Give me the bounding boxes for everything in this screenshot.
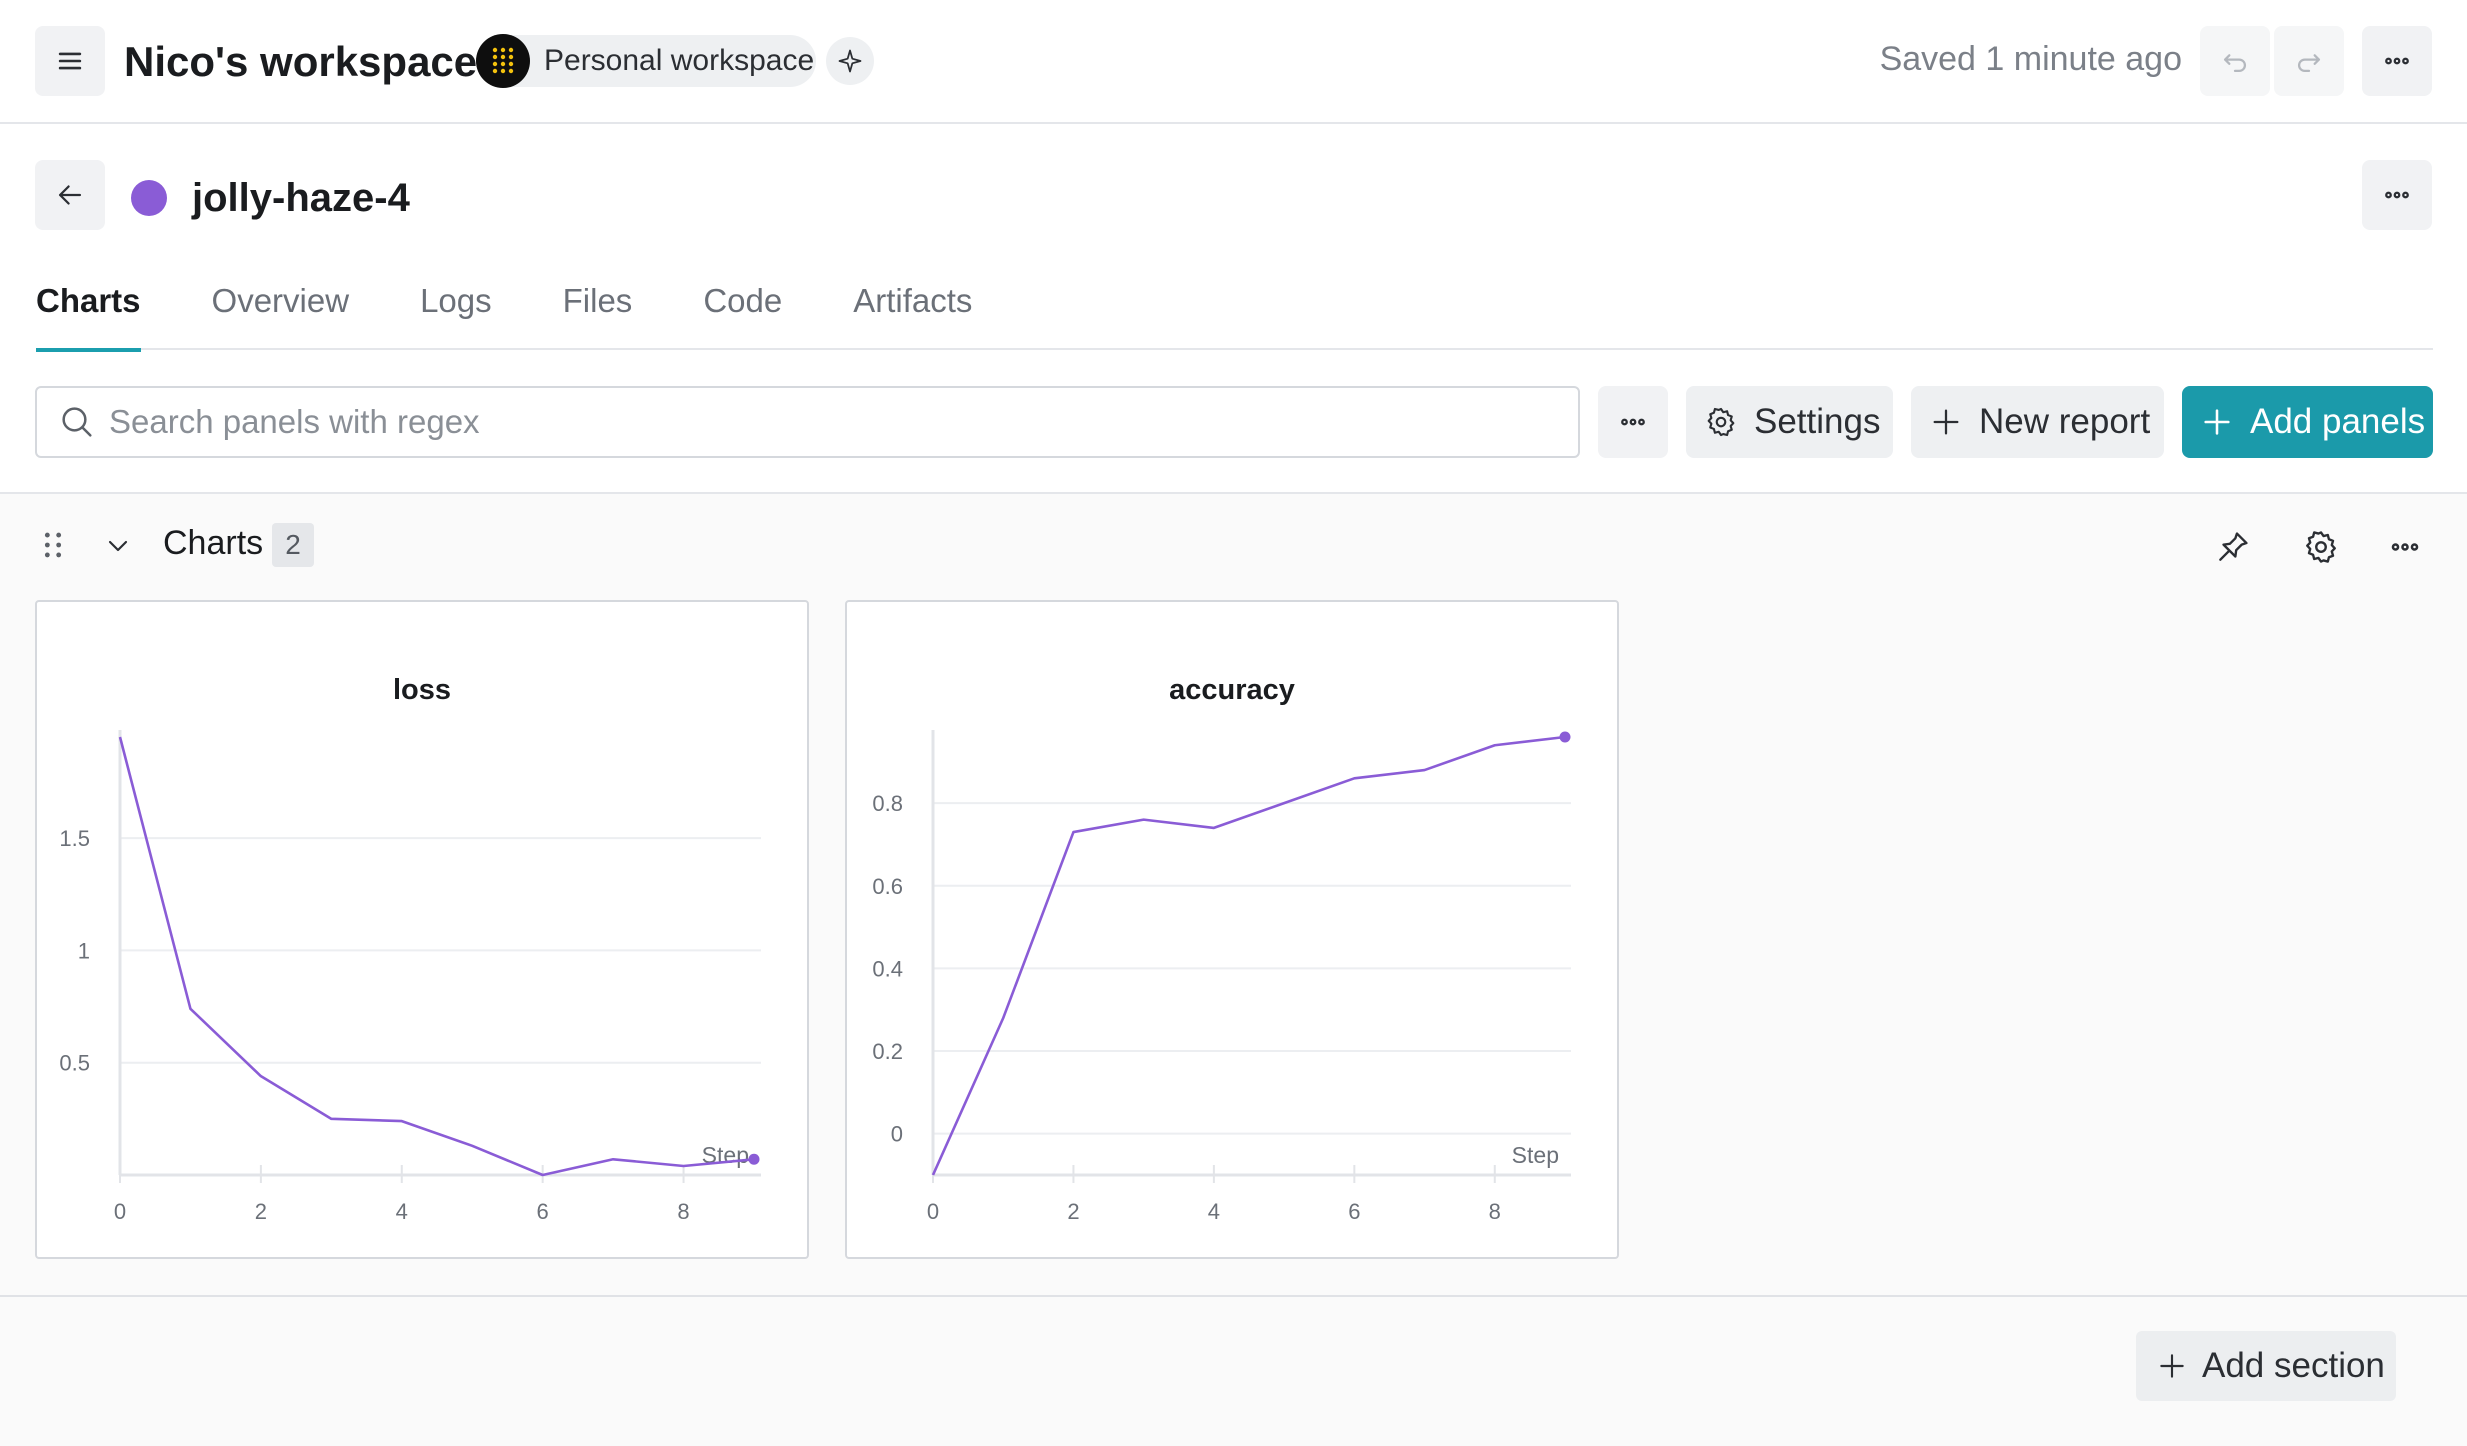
- gear-icon: [1707, 407, 1735, 437]
- x-tick-label: 6: [1348, 1199, 1360, 1224]
- chart-title: accuracy: [1169, 674, 1295, 706]
- tab-code[interactable]: Code: [703, 282, 783, 319]
- y-tick-label: 0.8: [872, 791, 903, 816]
- section-header: [0, 494, 2467, 594]
- y-tick-label: 1: [78, 938, 90, 963]
- x-axis-label: Step: [1512, 1142, 1559, 1168]
- search-input[interactable]: [109, 403, 1509, 441]
- collapse-chevron-icon[interactable]: [102, 530, 134, 562]
- series-end-point: [748, 1153, 760, 1165]
- y-tick-label: 0.4: [872, 956, 903, 981]
- settings-button[interactable]: Settings: [1686, 386, 1893, 458]
- x-tick-label: 8: [1489, 1199, 1501, 1224]
- workspace-more-button[interactable]: [2362, 26, 2432, 96]
- x-tick-label: 4: [396, 1199, 408, 1224]
- run-tabs: Charts Overview Logs Files Code Artifact…: [36, 276, 2433, 352]
- tab-charts[interactable]: Charts: [36, 276, 141, 352]
- accuracy-chart: 0 0.2 0.4 0.6 0.8 0 2 4 6 8 Step: [872, 730, 1571, 1224]
- arrow-left-icon: [58, 185, 82, 205]
- workspace-avatar: [476, 34, 530, 88]
- run-more-button[interactable]: [2362, 160, 2432, 230]
- redo-button[interactable]: [2274, 26, 2344, 96]
- add-section-button[interactable]: Add section: [2136, 1331, 2396, 1401]
- plus-icon: [2160, 1354, 2184, 1378]
- x-tick-label: 0: [114, 1199, 126, 1224]
- x-tick-label: 8: [677, 1199, 689, 1224]
- plus-icon: [1933, 409, 1959, 435]
- y-tick-label: 0: [891, 1122, 903, 1147]
- star-button[interactable]: [826, 37, 874, 85]
- x-tick-label: 6: [537, 1199, 549, 1224]
- chart-panel-accuracy[interactable]: accuracy 0 0.2 0.4 0.6 0.8 0 2 4 6 8 Step: [845, 600, 1619, 1259]
- x-tick-label: 4: [1208, 1199, 1220, 1224]
- y-tick-label: 0.5: [59, 1051, 90, 1076]
- x-tick-label: 0: [927, 1199, 939, 1224]
- section-divider: [0, 1295, 2467, 1297]
- drag-handle-icon[interactable]: [36, 528, 70, 562]
- undo-icon: [2223, 54, 2246, 73]
- chart-panel-loss[interactable]: loss 0.5 1 1.5 0 2 4 6 8 Step: [35, 600, 809, 1259]
- plus-icon: [2204, 409, 2230, 435]
- tab-artifacts[interactable]: Artifacts: [853, 282, 973, 319]
- pin-icon[interactable]: [2214, 528, 2252, 566]
- section-settings-icon[interactable]: [2302, 528, 2340, 566]
- more-horizontal-icon: [2385, 191, 2409, 199]
- more-horizontal-icon: [2385, 57, 2409, 65]
- search-icon: [62, 407, 92, 437]
- workspace-title: Nico's workspace: [124, 38, 478, 85]
- tab-files[interactable]: Files: [562, 282, 633, 319]
- x-tick-label: 2: [1067, 1199, 1079, 1224]
- menu-button[interactable]: [35, 26, 105, 96]
- new-report-label: New report: [1979, 402, 2151, 441]
- hamburger-icon: [58, 52, 82, 70]
- search-more-button[interactable]: [1598, 386, 1668, 458]
- add-panels-label: Add panels: [2250, 402, 2426, 441]
- add-panels-button[interactable]: Add panels: [2182, 386, 2433, 458]
- tab-overview[interactable]: Overview: [211, 282, 350, 319]
- sparkle-icon: [838, 49, 862, 73]
- undo-button[interactable]: [2200, 26, 2270, 96]
- y-tick-label: 0.6: [872, 874, 903, 899]
- settings-label: Settings: [1754, 402, 1881, 441]
- x-tick-label: 2: [255, 1199, 267, 1224]
- panel-search: [35, 386, 1580, 458]
- series-line: [118, 736, 755, 1177]
- chart-title: loss: [392, 674, 452, 706]
- series-end-point: [1559, 731, 1571, 743]
- add-section-label: Add section: [2202, 1346, 2385, 1385]
- wandb-logo-icon: [492, 47, 514, 74]
- more-horizontal-icon: [1621, 418, 1645, 426]
- panel-count-badge: 2: [272, 523, 314, 567]
- saved-status: Saved 1 minute ago: [1879, 40, 2182, 78]
- series-line: [931, 735, 1566, 1176]
- y-tick-label: 1.5: [59, 826, 90, 851]
- workspace-type-label: Personal workspace: [544, 44, 815, 77]
- workspace-selector[interactable]: Personal workspace: [476, 34, 816, 88]
- section-title[interactable]: Charts: [163, 524, 264, 562]
- run-name: jolly-haze-4: [192, 176, 410, 220]
- run-color-dot[interactable]: [131, 180, 167, 216]
- redo-icon: [2298, 54, 2321, 73]
- section-more-icon[interactable]: [2386, 528, 2424, 566]
- y-tick-label: 0.2: [872, 1039, 903, 1064]
- tab-logs[interactable]: Logs: [420, 282, 492, 319]
- top-bar: Nico's workspace Personal workspace Save…: [0, 0, 2467, 124]
- new-report-button[interactable]: New report: [1911, 386, 2164, 458]
- back-button[interactable]: [35, 160, 105, 230]
